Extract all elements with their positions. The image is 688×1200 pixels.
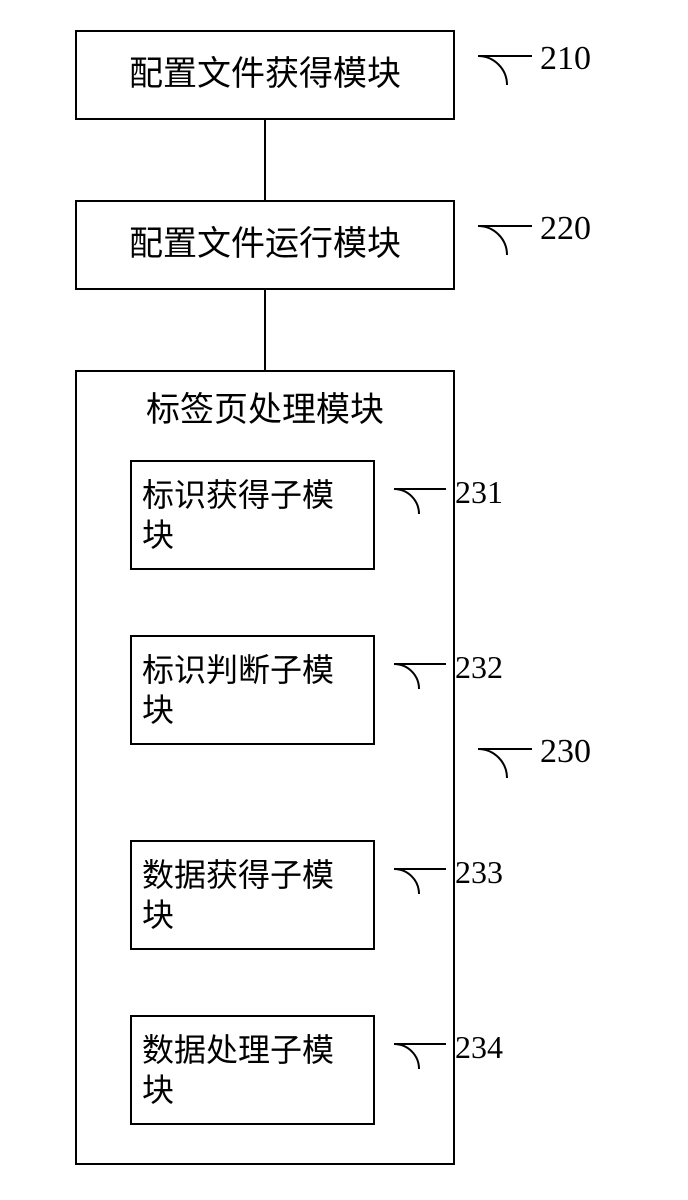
leader-line-233: [394, 868, 446, 870]
leader-line-232: [394, 663, 446, 665]
label-234: 234: [455, 1029, 503, 1066]
leader-line-231: [394, 488, 446, 490]
box-text: 标识获得子模块: [142, 475, 363, 555]
leader-line-220: [478, 225, 532, 227]
leader-line-230: [478, 748, 532, 750]
label-210: 210: [540, 40, 591, 78]
diagram-canvas: 配置文件获得模块 210 配置文件运行模块 220 标签页处理模块 230 标识…: [0, 0, 688, 1200]
box-identifier-judge-submodule: 标识判断子模块: [130, 635, 375, 745]
label-232: 232: [455, 649, 503, 686]
leader-curve-210: [448, 55, 508, 115]
box-text: 数据获得子模块: [142, 855, 363, 935]
box-text: 配置文件获得模块: [129, 54, 401, 97]
leader-line-234: [394, 1043, 446, 1045]
box-config-file-obtain-module: 配置文件获得模块: [75, 30, 455, 120]
connector-210-220: [264, 120, 266, 200]
box-data-processing-submodule: 数据处理子模块: [130, 1015, 375, 1125]
box-text: 配置文件运行模块: [129, 224, 401, 267]
box-config-file-run-module: 配置文件运行模块: [75, 200, 455, 290]
leader-line-210: [478, 55, 532, 57]
connector-220-230: [264, 290, 266, 370]
label-230: 230: [540, 733, 591, 771]
label-220: 220: [540, 210, 591, 248]
box-text: 标识判断子模块: [142, 650, 363, 730]
leader-curve-230: [448, 748, 508, 808]
leader-curve-220: [448, 225, 508, 285]
box-title: 标签页处理模块: [77, 390, 453, 433]
box-text: 数据处理子模块: [142, 1030, 363, 1110]
label-233: 233: [455, 854, 503, 891]
label-231: 231: [455, 474, 503, 511]
box-data-obtain-submodule: 数据获得子模块: [130, 840, 375, 950]
box-identifier-obtain-submodule: 标识获得子模块: [130, 460, 375, 570]
